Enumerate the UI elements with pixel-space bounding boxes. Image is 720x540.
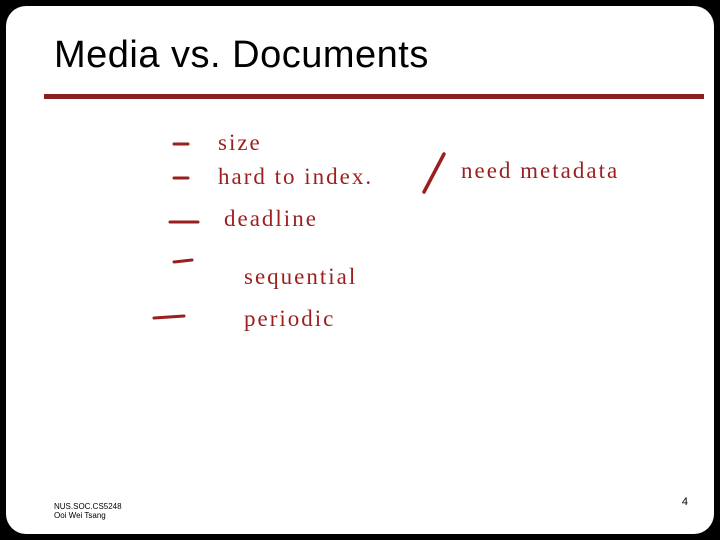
- title-underline: [44, 94, 704, 99]
- footer-author: Ooi Wei Tsang: [54, 511, 122, 520]
- slide-frame: Media vs. Documents size hard to index. …: [6, 6, 714, 534]
- handwritten-text: size: [218, 130, 262, 155]
- bullet-dash: [174, 260, 192, 262]
- handwriting-annotations: size hard to index. need metadata deadli…: [126, 126, 706, 386]
- handwritten-text: periodic: [244, 306, 335, 331]
- footer-left: NUS.SOC.CS5248 Ooi Wei Tsang: [54, 502, 122, 520]
- handwritten-text: deadline: [224, 206, 318, 231]
- bullet-dash: [154, 316, 184, 318]
- slash-mark: [424, 154, 444, 192]
- footer-course: NUS.SOC.CS5248: [54, 502, 122, 511]
- page-number: 4: [682, 496, 688, 508]
- handwritten-text: hard to index.: [218, 164, 373, 189]
- handwritten-text: sequential: [244, 264, 357, 289]
- slide-title: Media vs. Documents: [54, 34, 429, 77]
- handwritten-text: need metadata: [461, 158, 619, 183]
